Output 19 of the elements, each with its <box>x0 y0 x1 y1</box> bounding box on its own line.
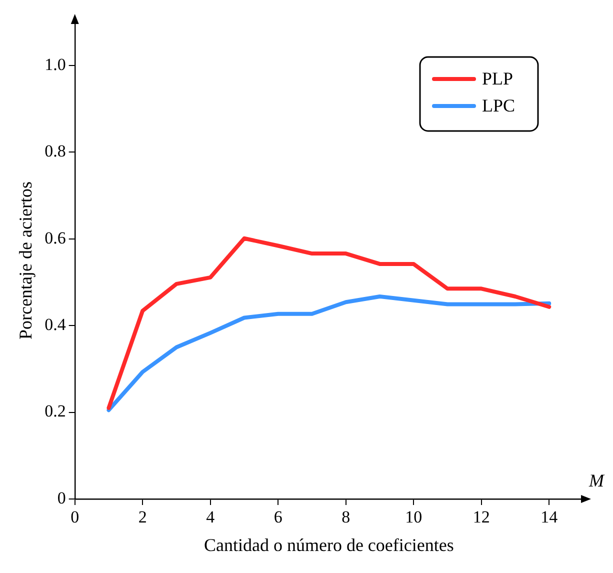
x-tick-label: 6 <box>274 508 282 527</box>
legend-label: PLP <box>482 68 514 89</box>
x-tick-label: 0 <box>70 508 80 527</box>
y-tick-label: 0.4 <box>44 315 66 334</box>
x-tick-label: 10 <box>405 508 422 527</box>
x-axis-title: Cantidad o número de coeficientes <box>204 534 454 555</box>
y-tick-label: 0.8 <box>44 142 66 161</box>
legend-label: LPC <box>482 96 516 116</box>
x-tick-label: 14 <box>540 508 558 527</box>
x-tick-label: 2 <box>138 508 147 527</box>
y-axis-title: Porcentaje de aciertos <box>16 182 36 340</box>
y-tick-label: 0 <box>57 488 66 508</box>
y-tick-label: 1.0 <box>44 54 66 74</box>
x-tick-label: 4 <box>206 508 216 527</box>
text: M <box>588 470 605 491</box>
x-tick-label: 8 <box>342 508 350 527</box>
x-tick-label: 12 <box>472 508 490 527</box>
y-tick-label: 0.6 <box>44 228 66 248</box>
y-tick-label: 0.2 <box>44 402 66 421</box>
